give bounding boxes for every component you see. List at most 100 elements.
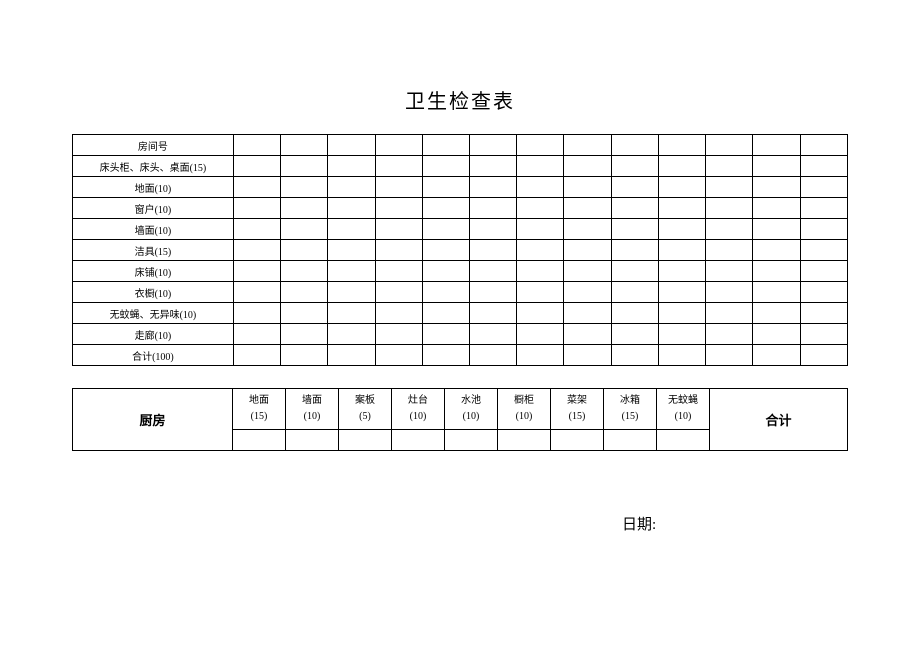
kitchen-col-8: 无蚊蝇(10) [657, 389, 710, 430]
data-cell [517, 135, 564, 156]
kitchen-col-1: 墙面(10) [286, 389, 339, 430]
data-cell [375, 282, 422, 303]
data-cell [564, 345, 611, 366]
data-cell [753, 135, 800, 156]
data-cell [422, 282, 469, 303]
data-cell [233, 156, 280, 177]
data-cell [233, 282, 280, 303]
data-cell [800, 345, 847, 366]
data-cell [517, 324, 564, 345]
kitchen-data-4 [445, 430, 498, 451]
data-cell [658, 219, 705, 240]
row-label: 床头柜、床头、桌面(15) [73, 156, 234, 177]
data-cell [328, 345, 375, 366]
data-cell [658, 240, 705, 261]
data-cell [422, 198, 469, 219]
data-cell [422, 345, 469, 366]
data-cell [328, 240, 375, 261]
data-cell [281, 198, 328, 219]
data-cell [375, 303, 422, 324]
data-cell [281, 135, 328, 156]
kitchen-col-3: 灶台(10) [392, 389, 445, 430]
data-cell [611, 345, 658, 366]
room-inspection-table: 房间号床头柜、床头、桌面(15)地面(10)窗户(10)墙面(10)洁具(15)… [72, 134, 848, 366]
data-cell [658, 261, 705, 282]
row-label: 地面(10) [73, 177, 234, 198]
data-cell [517, 261, 564, 282]
data-cell [328, 282, 375, 303]
data-cell [706, 240, 753, 261]
kitchen-label: 厨房 [73, 389, 233, 451]
data-cell [281, 156, 328, 177]
data-cell [233, 303, 280, 324]
data-cell [470, 156, 517, 177]
data-cell [470, 345, 517, 366]
data-cell [375, 198, 422, 219]
data-cell [422, 156, 469, 177]
kitchen-total-label: 合计 [710, 389, 848, 451]
data-cell [753, 219, 800, 240]
table-row: 衣橱(10) [73, 282, 848, 303]
data-cell [233, 261, 280, 282]
data-cell [375, 219, 422, 240]
data-cell [281, 240, 328, 261]
data-cell [611, 177, 658, 198]
data-cell [800, 219, 847, 240]
kitchen-data-5 [498, 430, 551, 451]
data-cell [564, 240, 611, 261]
data-cell [800, 240, 847, 261]
data-cell [658, 324, 705, 345]
data-cell [422, 303, 469, 324]
kitchen-data-6 [551, 430, 604, 451]
kitchen-header-row: 厨房 地面(15) 墙面(10) 案板(5) 灶台(10) 水池(10) 橱柜(… [73, 389, 848, 430]
kitchen-data-0 [233, 430, 286, 451]
kitchen-data-3 [392, 430, 445, 451]
data-cell [375, 156, 422, 177]
data-cell [611, 282, 658, 303]
data-cell [281, 303, 328, 324]
data-cell [564, 303, 611, 324]
data-cell [328, 261, 375, 282]
data-cell [328, 135, 375, 156]
page-title: 卫生检查表 [72, 85, 848, 114]
kitchen-data-2 [339, 430, 392, 451]
data-cell [564, 135, 611, 156]
data-cell [470, 282, 517, 303]
data-cell [281, 219, 328, 240]
data-cell [328, 324, 375, 345]
data-cell [611, 324, 658, 345]
data-cell [517, 282, 564, 303]
data-cell [611, 219, 658, 240]
row-label: 床铺(10) [73, 261, 234, 282]
data-cell [517, 177, 564, 198]
data-cell [564, 282, 611, 303]
data-cell [517, 198, 564, 219]
row-label: 房间号 [73, 135, 234, 156]
data-cell [706, 177, 753, 198]
data-cell [375, 324, 422, 345]
data-cell [422, 219, 469, 240]
data-cell [753, 324, 800, 345]
data-cell [233, 219, 280, 240]
data-cell [611, 261, 658, 282]
data-cell [753, 240, 800, 261]
data-cell [564, 219, 611, 240]
data-cell [753, 345, 800, 366]
table-row: 地面(10) [73, 177, 848, 198]
data-cell [281, 324, 328, 345]
data-cell [800, 261, 847, 282]
data-cell [517, 240, 564, 261]
data-cell [611, 198, 658, 219]
data-cell [611, 303, 658, 324]
data-cell [658, 135, 705, 156]
data-cell [470, 135, 517, 156]
data-cell [422, 261, 469, 282]
data-cell [658, 282, 705, 303]
data-cell [233, 240, 280, 261]
table-row: 合计(100) [73, 345, 848, 366]
data-cell [470, 303, 517, 324]
data-cell [375, 240, 422, 261]
table-row: 房间号 [73, 135, 848, 156]
data-cell [800, 177, 847, 198]
data-cell [328, 177, 375, 198]
